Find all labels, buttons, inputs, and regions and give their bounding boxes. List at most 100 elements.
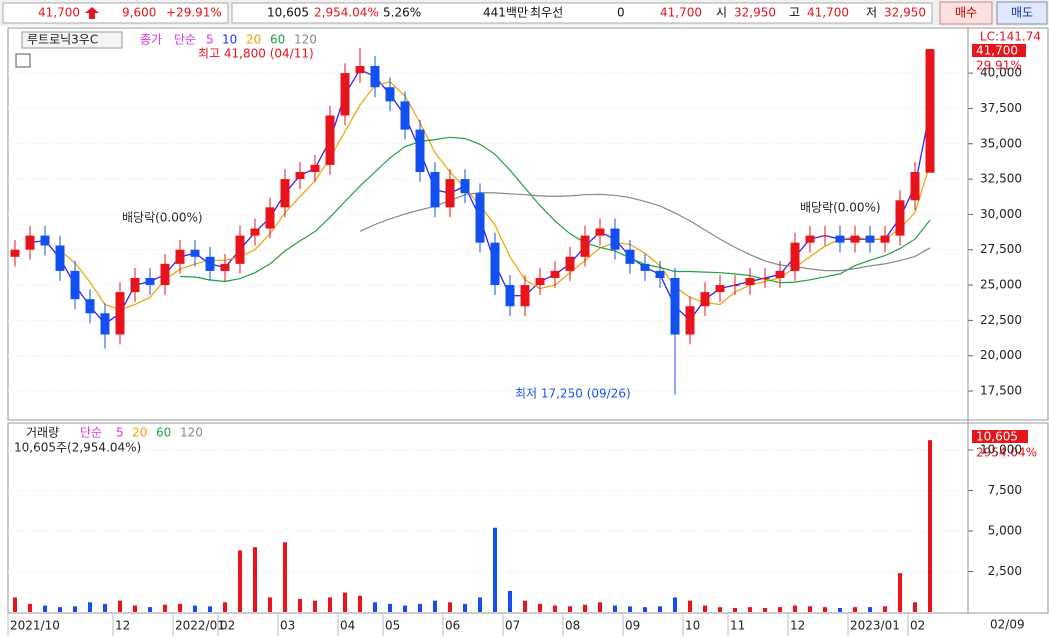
y-tick-label: 27,500: [980, 242, 1022, 256]
candle-body: [265, 207, 275, 229]
volume-bar: [733, 607, 737, 612]
volume-bar: [418, 603, 422, 612]
volume-bar: [238, 550, 242, 612]
ma-line: [359, 191, 931, 272]
volume-bar: [448, 602, 452, 612]
volume-bar: [148, 607, 152, 612]
volume-bar: [853, 607, 857, 612]
best-label: 최우선: [530, 6, 563, 20]
volume-bar: [913, 602, 917, 612]
volume-info: 10,605주(2,954.04%): [14, 441, 141, 455]
x-axis-band: [0, 614, 1049, 639]
x-tick-label: 02: [910, 619, 925, 633]
last-price: 41,700: [976, 44, 1018, 58]
candle-body: [910, 172, 920, 201]
candle-body: [310, 164, 320, 173]
candle-body: [190, 249, 200, 257]
volume-bar: [508, 590, 512, 612]
candle-body: [220, 263, 230, 271]
volume-bar: [268, 597, 272, 612]
candle-body: [490, 242, 500, 286]
candle-body: [115, 292, 125, 335]
volume-bar: [433, 600, 437, 612]
volume-bar: [313, 600, 317, 612]
candle-body: [895, 200, 905, 236]
price-box: [2, 2, 229, 24]
volume-bar: [343, 592, 347, 612]
candle-body: [640, 263, 650, 271]
up-arrow: [85, 7, 99, 19]
candle-body: [55, 245, 65, 271]
x-tick-label: 09: [625, 619, 640, 633]
candle-body: [175, 249, 185, 264]
last-rate: 29.91%: [976, 59, 1022, 73]
x-tick-label: 2021/10: [10, 619, 60, 633]
volume-bar: [283, 542, 287, 612]
candle-body: [535, 277, 545, 286]
stock-name: 루트로닉3우C: [27, 33, 98, 47]
volume-bar: [388, 603, 392, 612]
volume-bar: [598, 602, 602, 612]
candle-body: [460, 179, 470, 194]
volume-bar: [163, 604, 167, 612]
volume-bar: [808, 606, 812, 612]
x-tick-label: 10: [685, 619, 700, 633]
candle-body: [730, 285, 740, 287]
volume-bar: [928, 440, 932, 612]
ma-line: [179, 136, 931, 284]
low-label: 저: [866, 6, 877, 20]
price-panel: [7, 27, 1049, 421]
volume-bar: [193, 605, 197, 612]
ex-dividend: 배당락(0.00%): [122, 211, 203, 225]
ma-period: 10: [222, 33, 237, 47]
candle-body: [595, 228, 605, 236]
min-note: 최저 17,250 (09/26): [515, 387, 631, 401]
y-tick-label: 30,000: [980, 207, 1022, 221]
candle-body: [790, 242, 800, 271]
ma-line: [59, 81, 931, 311]
ma-period: 60: [270, 33, 285, 47]
ex-dividend: 배당락(0.00%): [800, 201, 881, 215]
volume-bar: [838, 607, 842, 612]
volume-bar: [43, 605, 47, 612]
candle-body: [715, 285, 725, 293]
price: 41,700: [38, 6, 80, 20]
volume-bar: [133, 605, 137, 612]
volume-bar: [178, 603, 182, 612]
volume-bar: [478, 597, 482, 612]
volume-bar: [13, 597, 17, 612]
volume-bar: [253, 547, 257, 612]
candle-body: [280, 179, 290, 208]
candle-body: [580, 235, 590, 257]
candle-body: [505, 285, 515, 307]
ma-period: 5: [206, 33, 214, 47]
volume-bar: [583, 604, 587, 612]
change: 9,600: [122, 6, 156, 20]
buy-label[interactable]: 매수: [955, 6, 977, 20]
sell-label[interactable]: 매도: [1011, 6, 1033, 20]
candle-body: [880, 235, 890, 243]
volume-title: 거래량: [26, 426, 59, 440]
volume-bar: [373, 602, 377, 612]
y-tick-label: 5,000: [988, 523, 1022, 537]
sell-button[interactable]: [996, 1, 1048, 25]
volume-bar: [358, 595, 362, 612]
grid-icon[interactable]: [15, 53, 31, 68]
volume-bar: [823, 607, 827, 612]
x-tick-label: 06: [445, 619, 460, 633]
volume-bar: [523, 600, 527, 612]
candle-body: [235, 235, 245, 264]
candle-body: [685, 306, 695, 335]
volume-bar: [28, 603, 32, 612]
candle-body: [250, 228, 260, 236]
candle-body: [355, 66, 365, 74]
candle-body: [445, 179, 455, 208]
candle-body: [700, 292, 710, 307]
price-tag: [972, 44, 1026, 57]
candle-body: [25, 235, 35, 250]
volume-bar: [463, 603, 467, 612]
x-tick-label: 2022/01: [175, 619, 225, 633]
buy-button[interactable]: [939, 1, 993, 25]
y-tick-label: 40,000: [980, 66, 1022, 80]
